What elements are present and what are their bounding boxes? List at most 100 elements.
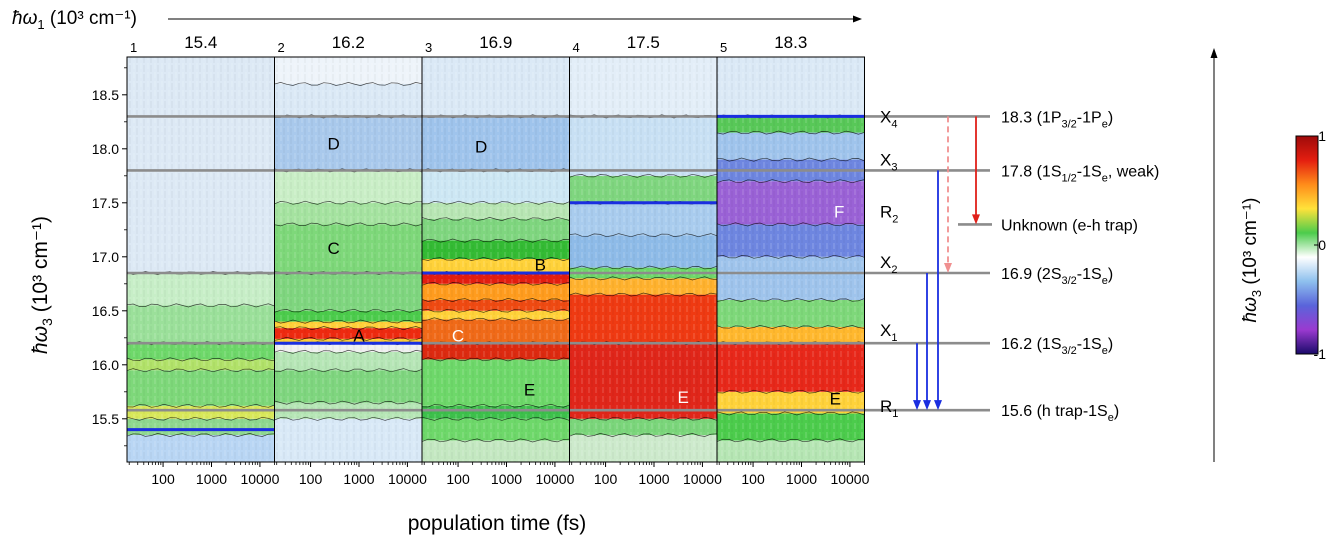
y-tick-label: 15.5 (92, 411, 119, 427)
peak-label: D (475, 138, 487, 157)
y-tick-label: 17.0 (92, 249, 119, 265)
peak-label: C (328, 239, 340, 258)
y-axis-label: ħω3 (10³ cm⁻¹) (29, 216, 55, 354)
panel-frames (126, 56, 865, 463)
panel-5: 5 18.3 F E 100 1000 10000 (716, 33, 870, 487)
contour-line (126, 357, 275, 362)
y-tick-label: 16.0 (92, 357, 119, 373)
transition-arrow (972, 116, 980, 225)
region-label: R2 (880, 202, 898, 225)
panel-omega1-label: 16.2 (332, 33, 365, 52)
peak-label: E (524, 381, 535, 400)
peak-label: B (535, 255, 546, 274)
panel-frame (716, 56, 865, 463)
contour-line (274, 319, 423, 324)
contour-line (421, 438, 570, 443)
contour-line (274, 308, 423, 313)
contour-line (716, 157, 865, 162)
x-tick-label: 1000 (343, 471, 374, 487)
panel-omega1-label: 17.5 (627, 33, 660, 52)
heatmap-texture (569, 57, 717, 462)
unknown-level-label: Unknown (e-h trap) (1001, 217, 1138, 234)
x-tick-label: 10000 (388, 471, 427, 487)
heatmap-texture (127, 57, 275, 462)
contour-line (274, 416, 423, 421)
contour-line (126, 403, 275, 408)
transition-arrow (923, 273, 931, 411)
region-label: X3 (880, 151, 897, 174)
panel-1: 1 15.4 100 1000 10000 (126, 33, 280, 487)
contour-line (274, 400, 423, 405)
contour-line (274, 349, 423, 354)
contour-line (716, 179, 865, 184)
contour-line (716, 325, 865, 329)
colorbar-tick-label: 0 (1318, 237, 1326, 253)
y-tick-label: 17.5 (92, 195, 119, 211)
contour-line (569, 276, 718, 281)
colorbar-label: ħω3 (10³ cm⁻¹) (1240, 198, 1264, 323)
transition-arrow (913, 343, 921, 411)
contour-line (569, 233, 718, 238)
contour-line (126, 368, 275, 373)
x-tick-label: 100 (151, 471, 175, 487)
x-tick-label: 100 (299, 471, 323, 487)
x-tick-label: 1000 (638, 471, 669, 487)
contour-line (274, 336, 423, 341)
contour-line (716, 389, 865, 394)
region-label: X2 (880, 253, 897, 276)
panel-4: 4 17.5 E 100 1000 10000 (569, 33, 722, 487)
panel-3: 3 16.9 D B C E 100 1000 10000 (421, 33, 575, 487)
panel-index-label: 2 (278, 40, 285, 55)
contour-line (569, 292, 718, 297)
x-tick-label: 10000 (240, 471, 279, 487)
contour-line (716, 222, 865, 227)
contour-line (569, 433, 718, 437)
energy-level-label: 16.9 (2S3/2-1Se) (1001, 266, 1113, 287)
colorbar: ħω3 (10³ cm⁻¹) 1 0 -1 (1240, 128, 1326, 362)
x-tick-label: 100 (594, 471, 618, 487)
energy-level-label: 16.2 (1S3/2-1Se) (1001, 336, 1113, 357)
contour-line (274, 326, 423, 331)
colorbar-tick-label: 1 (1318, 128, 1326, 144)
x-tick-label: 100 (741, 471, 765, 487)
panel-index-label: 3 (425, 40, 432, 55)
contour-line (421, 217, 570, 221)
contour-line (126, 433, 275, 437)
panel-omega1-label: 16.9 (479, 33, 512, 52)
contour-line (274, 82, 423, 86)
contour-line (274, 200, 423, 205)
contour-line (569, 173, 718, 178)
panel-index-label: 5 (720, 40, 727, 55)
contour-line (569, 416, 718, 421)
x-axis: population time (fs) (408, 512, 587, 535)
y-tick-label: 16.5 (92, 303, 119, 319)
contour-line (274, 222, 423, 227)
panel-2: 2 16.2 D C A 100 1000 10000 (274, 33, 427, 487)
contour-line (716, 130, 865, 135)
region-label: R1 (880, 397, 898, 420)
contour-line (126, 416, 275, 421)
contour-line (716, 254, 865, 259)
panel-omega1-label: 15.4 (184, 33, 217, 52)
region-label: X4 (880, 107, 897, 130)
heatmap-texture (422, 57, 570, 462)
contour-line (421, 257, 570, 261)
peak-label: C (452, 327, 464, 346)
contour-line (274, 368, 423, 373)
omega1-axis-label: ħω1 (10³ cm⁻¹) (12, 8, 137, 32)
contour-line (716, 438, 865, 443)
x-tick-label: 1000 (196, 471, 227, 487)
y-tick-label: 18.0 (92, 141, 119, 157)
contour-line (716, 411, 865, 416)
contour-line (421, 298, 570, 302)
contour-line (569, 265, 718, 270)
x-tick-label: 10000 (683, 471, 722, 487)
contour-line (421, 200, 570, 205)
region-label: X1 (880, 321, 897, 344)
contour-line (126, 303, 275, 308)
peak-label: E (677, 388, 688, 407)
y-axis: ħω3 (10³ cm⁻¹) 15.5 16.0 16.5 17.0 17.5 18.0 1… (29, 67, 127, 447)
peak-label: E (830, 389, 841, 408)
energy-level-label: 15.6 (h trap-1Se) (1001, 403, 1119, 424)
panel-index-label: 4 (573, 40, 580, 55)
